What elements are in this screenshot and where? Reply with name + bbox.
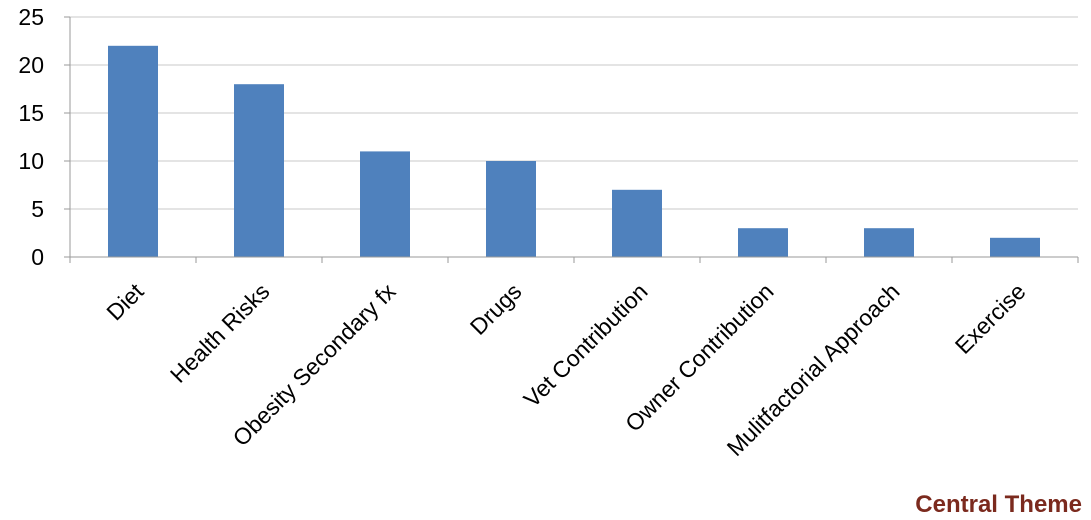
y-tick-label: 0 xyxy=(31,244,44,270)
gridlines xyxy=(70,16,1078,210)
x-category-label: Drugs xyxy=(465,278,527,340)
bars xyxy=(108,45,1040,257)
y-tick-label: 10 xyxy=(18,148,44,174)
y-axis-ticks: 0 5 10 15 20 25 xyxy=(18,4,70,270)
x-category-label: Diet xyxy=(101,278,149,326)
axes xyxy=(69,17,1079,263)
bar xyxy=(360,151,410,257)
x-category-label: Exercise xyxy=(950,278,1031,359)
bar xyxy=(738,228,788,257)
x-category-label: Vet Contribution xyxy=(518,278,652,412)
bar xyxy=(612,189,662,257)
bar xyxy=(234,84,284,257)
bar xyxy=(864,228,914,257)
bar xyxy=(486,161,536,257)
y-tick-label: 25 xyxy=(18,4,44,30)
y-tick-label: 15 xyxy=(18,100,44,126)
y-tick-label: 5 xyxy=(31,196,44,222)
x-category-label: Health Risks xyxy=(165,278,275,388)
bar xyxy=(990,237,1040,257)
bar xyxy=(108,45,158,257)
y-tick-label: 20 xyxy=(18,52,44,78)
x-axis-title: Central Theme xyxy=(915,491,1082,518)
